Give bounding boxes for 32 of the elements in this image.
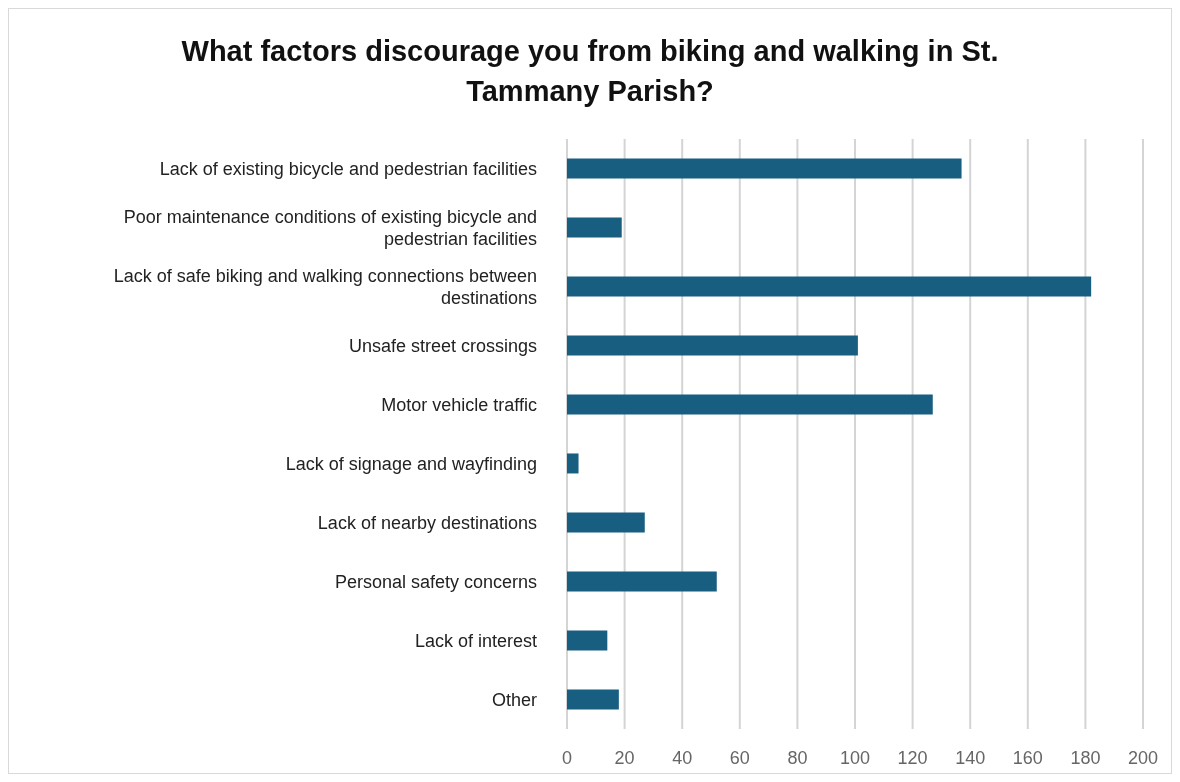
x-tick-label: 140	[955, 747, 986, 768]
x-tick-label: 80	[787, 747, 808, 768]
x-tick-label: 20	[614, 747, 635, 768]
y-tick-label: Personal safety concerns	[334, 571, 537, 592]
bar	[567, 335, 858, 356]
x-tick-label: 120	[897, 747, 928, 768]
bar	[567, 453, 579, 474]
bar	[567, 630, 608, 651]
bar	[567, 571, 717, 592]
x-tick-label: 180	[1070, 747, 1101, 768]
y-tick-label: Lack of interest	[414, 630, 537, 651]
x-tick-label: 0	[561, 747, 573, 768]
y-tick-label: Lack of nearby destinations	[317, 512, 537, 533]
bar	[567, 276, 1092, 297]
bar	[567, 512, 645, 533]
x-tick-label: 100	[839, 747, 871, 768]
y-tick-label: Lack of safe biking and walking connections between destinations	[113, 265, 537, 308]
y-tick-label: Poor maintenance conditions of existing bicycle and pedestrian facilities	[123, 206, 537, 249]
y-tick-label: Other	[491, 689, 537, 710]
x-tick-label: 40	[672, 747, 693, 768]
bar	[567, 217, 622, 238]
bar	[567, 689, 619, 710]
x-tick-label: 160	[1012, 747, 1043, 768]
bar	[567, 158, 962, 179]
y-tick-label: Unsafe street crossings	[348, 335, 537, 356]
bar	[567, 394, 933, 415]
y-tick-label: Motor vehicle traffic	[381, 394, 537, 415]
y-tick-label: Lack of signage and wayfinding	[285, 453, 537, 474]
x-tick-label: 60	[729, 747, 750, 768]
chart-title: What factors discourage you from biking and walking in St. Tammany Parish?	[180, 34, 1000, 109]
x-tick-label: 200	[1127, 747, 1159, 768]
y-tick-label: Lack of existing bicycle and pedestrian facilities	[159, 158, 537, 179]
